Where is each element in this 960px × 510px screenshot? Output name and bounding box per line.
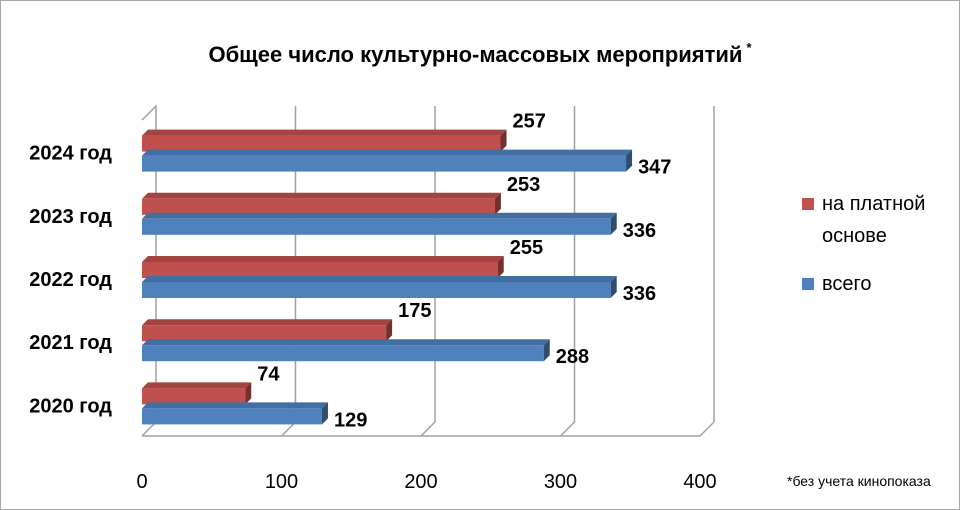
category-label: 2024 год	[29, 143, 112, 165]
data-label: 175	[398, 300, 431, 322]
bar	[142, 192, 501, 215]
bar-top-face	[142, 129, 507, 136]
data-label: 253	[507, 174, 540, 196]
x-tick-label: 100	[265, 471, 298, 493]
data-label: 74	[257, 363, 280, 385]
bar	[142, 256, 504, 278]
category-labels: 2024 год 2023 год 2022 год 2021 год 2020 год	[29, 143, 112, 418]
bar-top-face	[142, 149, 633, 156]
bars	[142, 129, 633, 425]
bar-front-face	[142, 198, 495, 215]
x-axis-ticks: 0 100 200 300 400	[136, 471, 716, 493]
data-label: 336	[623, 220, 656, 242]
bar-top-face	[142, 256, 504, 262]
footnote: *без учета кинопоказа	[787, 473, 931, 489]
bar-end-face	[610, 276, 617, 298]
bar-end-face	[610, 212, 617, 235]
bar-end-face	[626, 149, 633, 172]
category-label: 2020 год	[29, 395, 112, 417]
bar-front-face	[142, 218, 611, 235]
bar-top-face	[142, 319, 393, 326]
bar-end-face	[321, 402, 328, 425]
bar	[142, 339, 550, 362]
x-tick-label: 300	[544, 471, 577, 493]
legend-swatch	[802, 278, 814, 290]
bar-front-face	[142, 345, 544, 362]
legend-label: на платной основе	[822, 193, 925, 247]
bar-front-face	[142, 135, 501, 152]
bar	[142, 149, 633, 172]
x-tick-label: 400	[683, 471, 716, 493]
data-label: 347	[638, 157, 671, 179]
bar-top-face	[142, 192, 501, 199]
legend: на платной основе всего	[802, 193, 925, 295]
chart-title: Общее число культурно-массовых мероприят…	[208, 40, 752, 67]
x-tick-label: 200	[404, 471, 437, 493]
bar	[142, 129, 507, 152]
data-label: 288	[556, 346, 589, 368]
legend-swatch	[802, 198, 814, 210]
category-label: 2021 год	[29, 332, 112, 354]
category-label: 2023 год	[29, 206, 112, 228]
bar-end-face	[497, 256, 504, 278]
gridline	[559, 106, 576, 437]
gridline	[699, 106, 715, 437]
legend-entry: всего	[802, 273, 872, 295]
bar	[142, 402, 328, 425]
bar-end-face	[386, 319, 393, 342]
bar-top-face	[142, 339, 550, 346]
bar	[142, 276, 617, 298]
bar-end-face	[494, 192, 501, 215]
data-labels: 257 347 253 336 255 336 175 288 74 129	[257, 111, 671, 432]
data-label: 255	[510, 237, 543, 259]
bar-end-face	[500, 129, 507, 152]
x-tick-label: 0	[136, 471, 147, 493]
gridlines	[141, 104, 715, 437]
bar-top-face	[142, 276, 617, 282]
bar-front-face	[142, 282, 611, 298]
legend-label: всего	[822, 273, 872, 295]
bar-end-face	[543, 339, 550, 362]
bar-front-face	[142, 408, 322, 425]
data-label: 257	[513, 111, 546, 133]
bar-top-face	[142, 402, 328, 409]
category-label: 2022 год	[29, 269, 112, 291]
data-label: 129	[334, 409, 367, 431]
bar-front-face	[142, 388, 246, 405]
bar-top-face	[142, 382, 252, 389]
bar-front-face	[142, 262, 498, 278]
data-label: 336	[623, 283, 656, 305]
legend-entry: на платной основе	[802, 193, 925, 247]
bar-front-face	[142, 325, 387, 342]
bar-end-face	[245, 382, 252, 405]
bar-top-face	[142, 212, 617, 219]
bar	[142, 212, 617, 235]
bar	[142, 319, 393, 342]
bar-front-face	[142, 155, 627, 172]
bar	[142, 382, 252, 405]
